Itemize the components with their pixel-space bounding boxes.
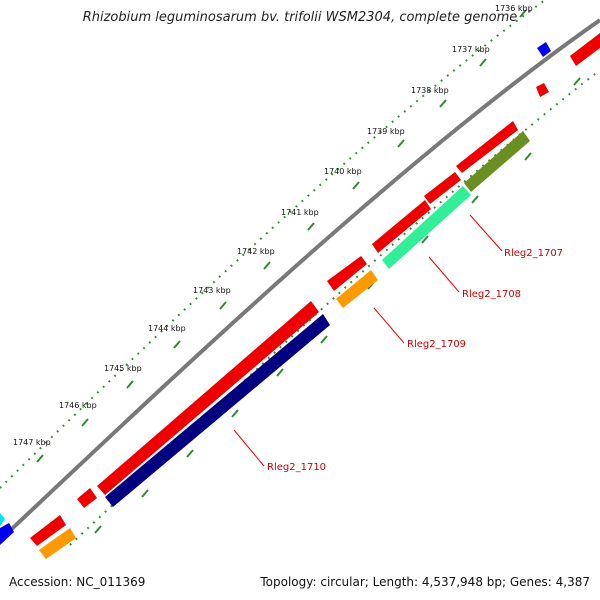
gene-label[interactable]: Rleg2_1709 [407, 339, 466, 350]
tick-label: 1745 kbp [104, 364, 142, 373]
gene-blue-left[interactable] [0, 523, 14, 545]
gene-navy[interactable] [105, 314, 330, 507]
tick-label: 1736 kbp [495, 4, 533, 13]
gene-blue-top[interactable] [537, 42, 551, 57]
gene-red-6[interactable] [77, 488, 97, 508]
gene-red-2[interactable] [424, 172, 461, 204]
gene-label[interactable]: Rleg2_1710 [267, 462, 326, 473]
gene-olive[interactable] [464, 131, 530, 192]
tick-label: 1746 kbp [59, 401, 97, 410]
tick-label: 1740 kbp [324, 167, 362, 176]
tick-label: 1738 kbp [411, 86, 449, 95]
outer-tick-marks [36, 9, 527, 463]
tick-label: 1741 kbp [281, 208, 319, 217]
tick-label: 1747 kbp [13, 438, 51, 447]
reverse-genes [39, 131, 530, 559]
tick-label: 1743 kbp [193, 286, 231, 295]
tick-label: 1737 kbp [452, 45, 490, 54]
gene-red-1[interactable] [456, 121, 518, 173]
gene-orange-left[interactable] [39, 528, 76, 559]
gene-green[interactable] [382, 186, 471, 269]
gene-cyan-left[interactable] [0, 513, 5, 526]
forward-genes [0, 33, 600, 546]
gene-orange[interactable] [336, 270, 378, 308]
leader-lines [233, 214, 503, 467]
gene-red-5[interactable] [97, 301, 319, 495]
tick-label: 1742 kbp [237, 247, 275, 256]
gene-red-4[interactable] [327, 256, 367, 291]
tick-labels: 1736 kbp 1737 kbp 1738 kbp 1739 kbp 1740… [13, 4, 533, 447]
genome-summary: Topology: circular; Length: 4,537,948 bp… [260, 575, 590, 589]
gene-red-7[interactable] [30, 515, 66, 546]
outer-dotted-ring [0, 0, 546, 489]
genome-backbone [0, 18, 600, 542]
gene-label[interactable]: Rleg2_1708 [462, 289, 521, 300]
gene-red-3[interactable] [372, 200, 431, 253]
accession-label: Accession: NC_011369 [9, 575, 146, 589]
gene-red-small-arrow[interactable] [536, 83, 549, 97]
gene-labels: Rleg2_1707 Rleg2_1708 Rleg2_1709 Rleg2_1… [267, 248, 563, 473]
tick-label: 1744 kbp [148, 324, 186, 333]
gene-red-top-right[interactable] [570, 33, 600, 66]
gene-label[interactable]: Rleg2_1707 [504, 248, 563, 259]
tick-label: 1739 kbp [367, 127, 405, 136]
